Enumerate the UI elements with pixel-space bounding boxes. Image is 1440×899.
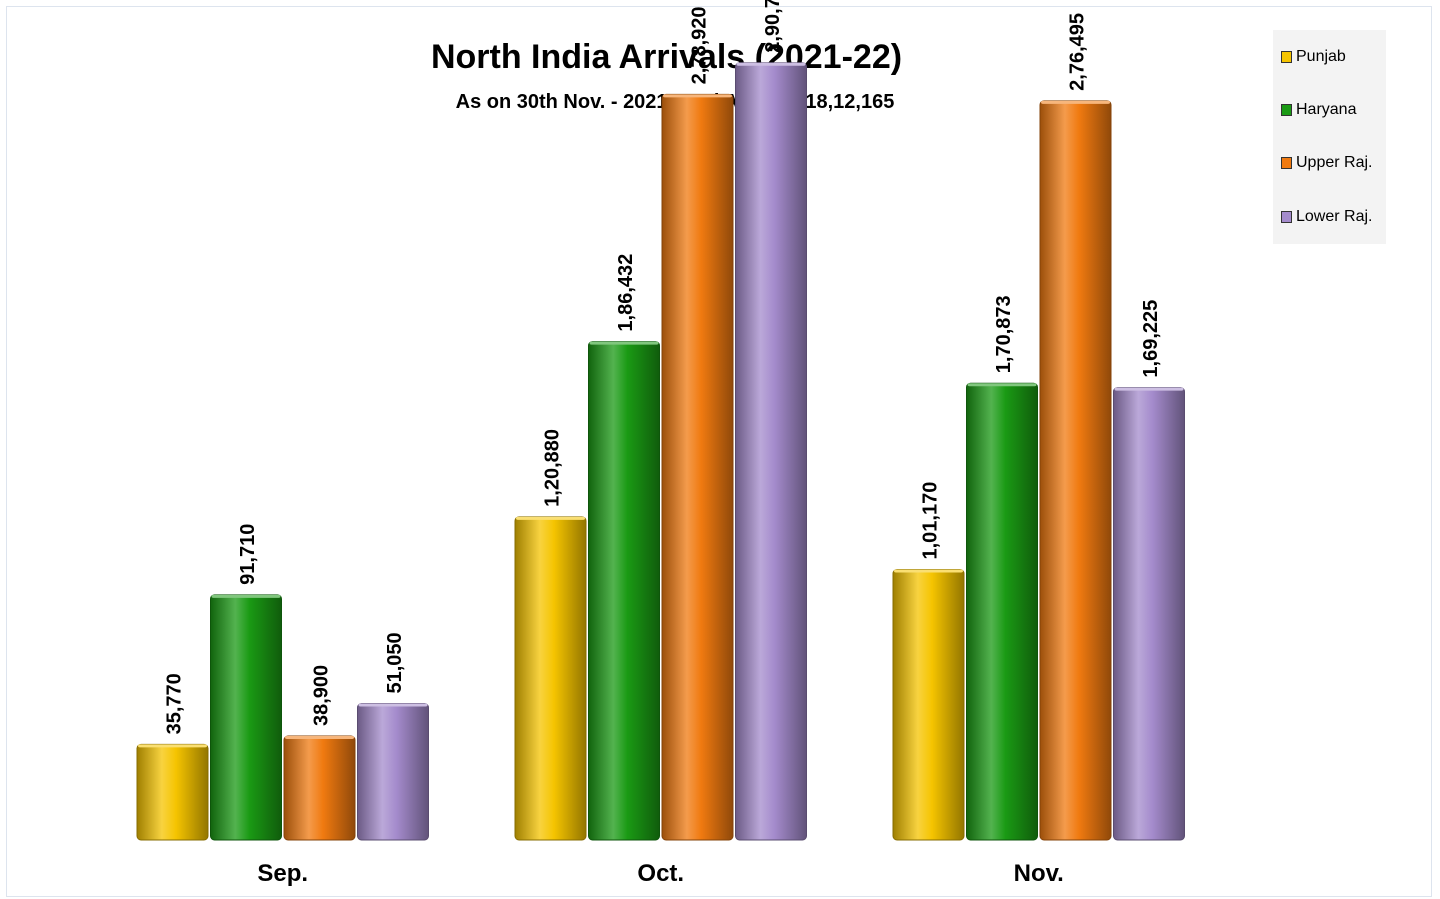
bar-punjab-sep xyxy=(136,743,209,841)
x-tick-label: Oct. xyxy=(637,860,684,887)
data-label: 1,70,873 xyxy=(993,295,1015,373)
data-label: 2,76,495 xyxy=(1067,13,1089,91)
legend-label: Punjab xyxy=(1296,48,1346,65)
bar-top-highlight xyxy=(138,744,207,748)
bar-punjab-nov xyxy=(892,569,965,841)
data-label: 2,78,920 xyxy=(689,6,711,84)
bar-lower-raj-sep xyxy=(357,703,429,841)
bar-top-highlight xyxy=(211,594,281,598)
data-label: 1,01,170 xyxy=(920,482,942,560)
chart-title: North India Arrivals (2021-22) xyxy=(430,38,903,76)
data-label: 38,900 xyxy=(311,665,333,726)
bar-haryana-oct xyxy=(588,341,660,841)
data-label: 2,90,740 xyxy=(762,0,784,53)
bar-haryana-nov xyxy=(966,382,1038,841)
data-label: 1,69,225 xyxy=(1140,300,1162,378)
bar-top-highlight xyxy=(516,516,585,520)
bar-top-highlight xyxy=(285,736,354,740)
bar-lower-raj-nov xyxy=(1113,387,1185,841)
data-label: 35,770 xyxy=(164,673,186,734)
data-label: 51,050 xyxy=(384,632,406,693)
bar-top-highlight xyxy=(663,94,732,98)
x-tick-label: Nov. xyxy=(1014,860,1064,887)
bar-top-highlight xyxy=(589,341,659,345)
legend-label: Haryana xyxy=(1296,101,1357,118)
bar-punjab-oct xyxy=(514,516,587,841)
bar-top-highlight xyxy=(358,703,428,707)
legend-item-haryana: Haryana xyxy=(1281,100,1356,120)
bar-upper-raj-nov xyxy=(1039,100,1112,841)
bar-top-highlight xyxy=(1041,100,1110,104)
bar-lower-raj-oct xyxy=(735,62,807,841)
legend-swatch-upper-raj xyxy=(1281,157,1292,169)
legend-label: Upper Raj. xyxy=(1296,154,1373,171)
bar-upper-raj-sep xyxy=(283,735,356,841)
bar-haryana-sep xyxy=(210,594,282,841)
legend-label: Lower Raj. xyxy=(1296,208,1373,225)
bar-top-highlight xyxy=(894,569,963,573)
legend-swatch-punjab xyxy=(1281,51,1292,63)
legend-swatch-haryana xyxy=(1281,104,1292,116)
bar-top-highlight xyxy=(967,383,1037,387)
data-label: 91,710 xyxy=(237,524,259,585)
bar-upper-raj-oct xyxy=(661,93,734,841)
legend-swatch-lower-raj xyxy=(1281,211,1292,223)
data-labels-layer: 35,770 91,710 38,900 51,050 1,20,880 1,86,432… xyxy=(164,0,1163,734)
legend-item-lower-raj: Lower Raj. xyxy=(1281,207,1372,227)
x-tick-label: Sep. xyxy=(257,860,308,887)
legend: Punjab Haryana Upper Raj. Lower Raj. xyxy=(1273,30,1386,244)
bars-layer xyxy=(136,62,1185,841)
data-label: 1,86,432 xyxy=(615,254,637,332)
legend-item-upper-raj: Upper Raj. xyxy=(1281,153,1372,173)
x-axis-labels: Sep. Oct. Nov. xyxy=(257,860,1063,887)
legend-item-punjab: Punjab xyxy=(1281,47,1346,67)
bar-top-highlight xyxy=(736,62,806,66)
data-label: 1,20,880 xyxy=(542,429,564,507)
bar-top-highlight xyxy=(1114,387,1184,391)
